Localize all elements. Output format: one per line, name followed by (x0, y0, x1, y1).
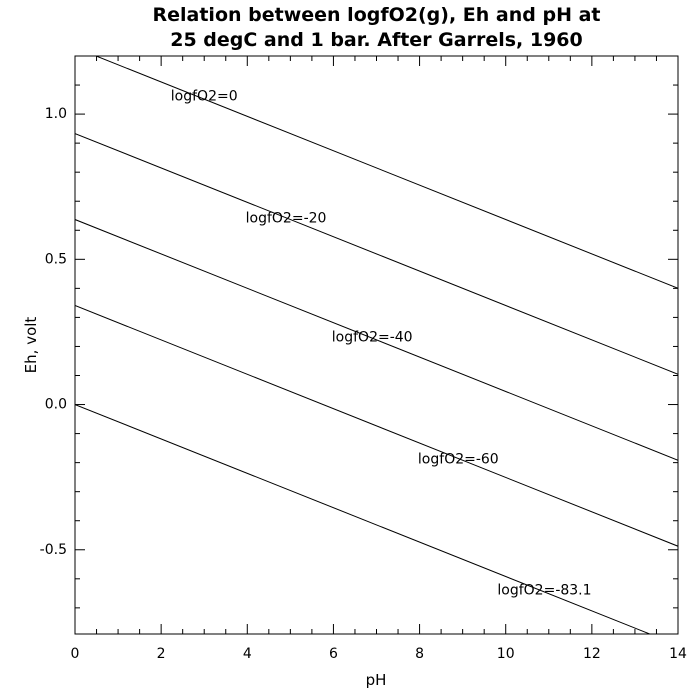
y-tick-label: 0.0 (45, 397, 67, 413)
chart-title-line-2: 25 degC and 1 bar. After Garrels, 1960 (170, 29, 583, 51)
series-layer (75, 56, 678, 634)
x-tick-label: 14 (669, 646, 687, 662)
series-line-1 (75, 133, 678, 375)
x-tick-label: 4 (243, 646, 252, 662)
series-label-3: logfO2=-60 (418, 452, 499, 468)
x-tick-label: 2 (157, 646, 166, 662)
y-tick-label: 0.5 (45, 251, 67, 267)
x-tick-label: 0 (71, 646, 80, 662)
x-tick-label: 6 (329, 646, 338, 662)
x-tick-label: 10 (497, 646, 515, 662)
y-tick-label: 1.0 (45, 106, 67, 122)
series-line-2 (75, 219, 678, 461)
series-line-4 (75, 404, 652, 634)
y-tick-label: -0.5 (40, 542, 67, 558)
x-tick-label: 8 (415, 646, 424, 662)
series-line-3 (75, 305, 678, 547)
series-label-0: logfO2=0 (171, 89, 238, 105)
chart-title-line-1: Relation between logfO2(g), Eh and pH at (152, 4, 601, 26)
line-labels-layer: logfO2=0 logfO2=-20 logfO2=-40 logfO2=-60 lo… (171, 89, 592, 599)
x-tick-label: 12 (583, 646, 601, 662)
y-axis-label: Eh, volt (22, 317, 40, 374)
series-line-0 (94, 56, 678, 289)
series-label-4: logfO2=-83.1 (497, 582, 591, 598)
x-axis-label: pH (366, 671, 387, 689)
series-label-1: logfO2=-20 (246, 211, 327, 227)
ticks-layer: 0 2 4 6 8 10 12 14 -0.5 0.0 0.5 1.0 (40, 55, 687, 662)
series-label-2: logfO2=-40 (332, 330, 413, 346)
